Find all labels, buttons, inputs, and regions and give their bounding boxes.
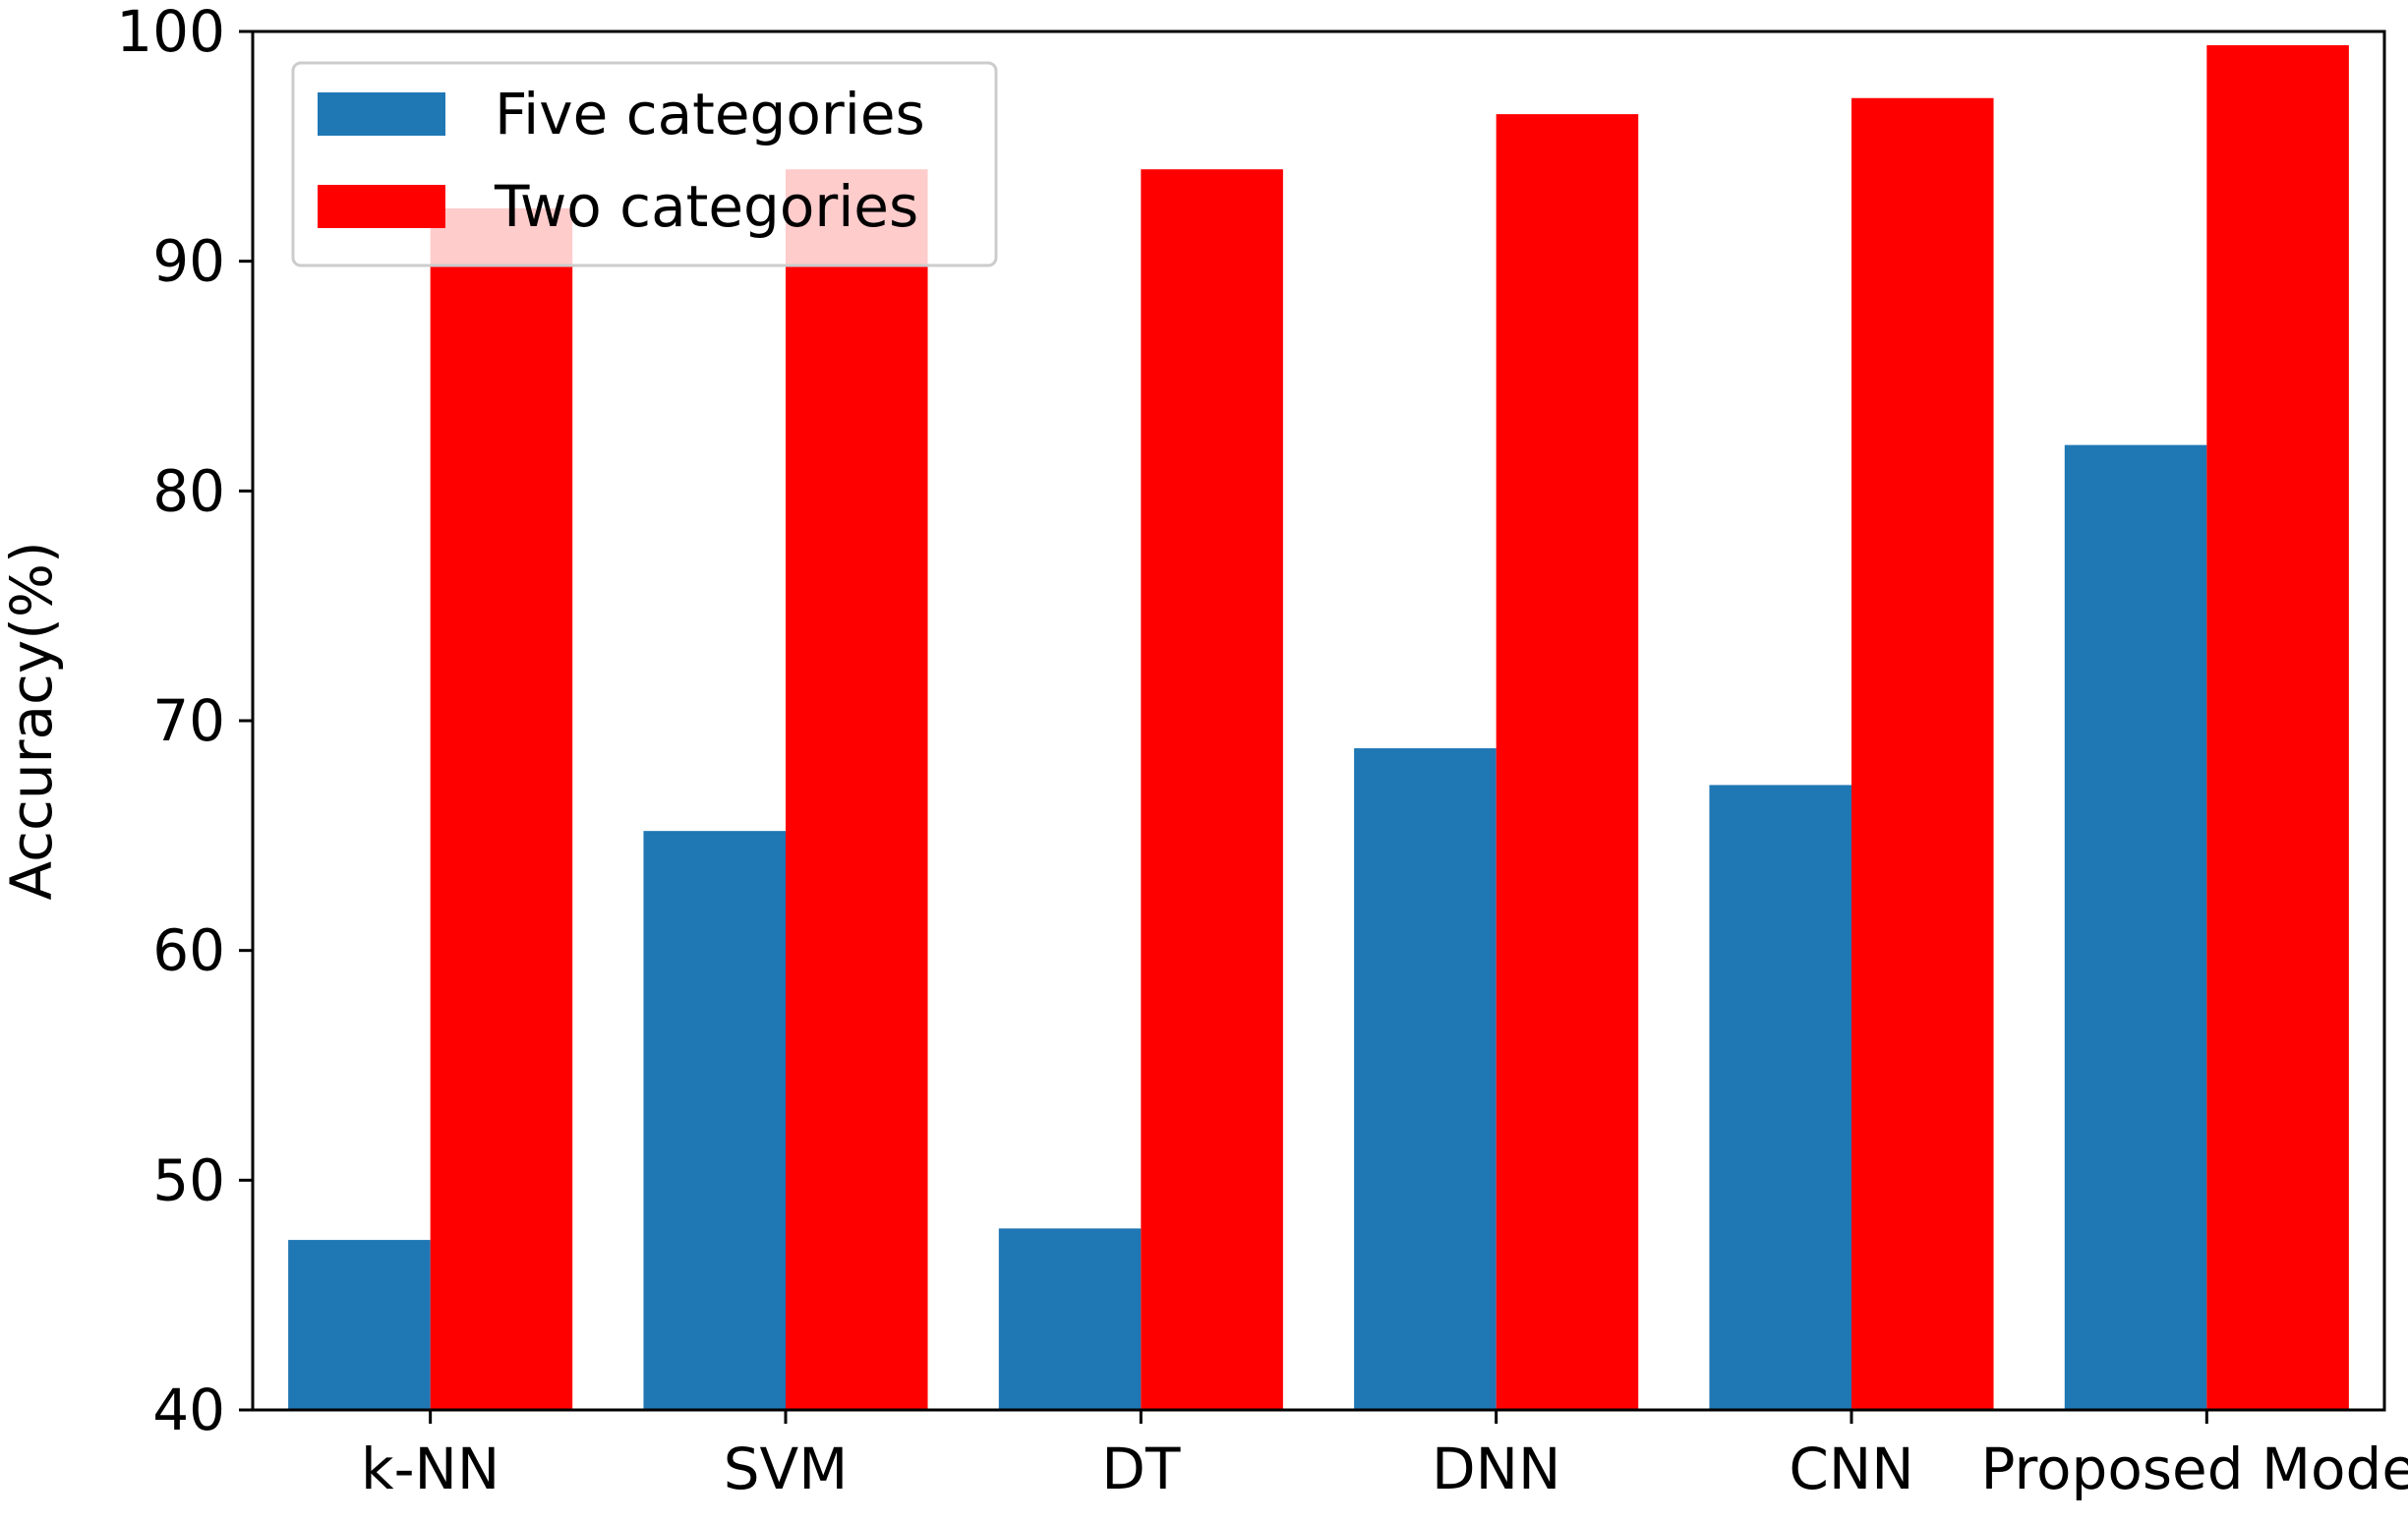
bar-five-categories-4 xyxy=(1709,785,1851,1410)
x-tick-label: k-NN xyxy=(361,1436,499,1502)
y-tick-label: 100 xyxy=(116,0,225,65)
bar-two-categories-3 xyxy=(1496,114,1639,1411)
y-tick-label: 60 xyxy=(152,917,225,984)
bar-two-categories-0 xyxy=(430,207,573,1410)
x-tick-label: DNN xyxy=(1432,1436,1560,1502)
bar-five-categories-2 xyxy=(998,1228,1142,1410)
legend: Five categories Two categories xyxy=(291,61,998,267)
legend-swatch xyxy=(318,92,445,136)
y-axis-label: Accuracy(%) xyxy=(0,541,65,900)
y-tick-label: 70 xyxy=(152,687,225,754)
y-tick-label: 80 xyxy=(152,457,225,524)
bar-five-categories-1 xyxy=(643,831,786,1410)
bar-two-categories-2 xyxy=(1141,169,1283,1411)
x-tick-label: Proposed Model xyxy=(1981,1436,2408,1502)
x-tick-label: DT xyxy=(1101,1436,1181,1502)
bar-two-categories-1 xyxy=(786,169,928,1411)
x-axis: k-NN SVM DT DNN CNN Proposed Model xyxy=(361,1410,2408,1502)
y-tick-label: 40 xyxy=(152,1377,225,1443)
x-tick-label: CNN xyxy=(1789,1436,1913,1502)
bar-group xyxy=(288,45,2349,1411)
bar-two-categories-4 xyxy=(1851,97,1994,1411)
x-tick-label: SVM xyxy=(724,1436,849,1502)
legend-label: Five categories xyxy=(495,81,925,147)
bar-two-categories-5 xyxy=(2206,45,2349,1410)
legend-swatch xyxy=(318,185,445,228)
y-tick-label: 90 xyxy=(152,228,225,295)
bar-five-categories-0 xyxy=(288,1240,431,1410)
bar-five-categories-3 xyxy=(1354,748,1497,1410)
bar-five-categories-5 xyxy=(2064,444,2207,1411)
y-tick-label: 50 xyxy=(152,1146,225,1213)
legend-box xyxy=(291,61,998,267)
legend-label: Two categories xyxy=(494,173,918,240)
y-axis: 40 50 60 70 80 90 100 xyxy=(116,0,253,1443)
